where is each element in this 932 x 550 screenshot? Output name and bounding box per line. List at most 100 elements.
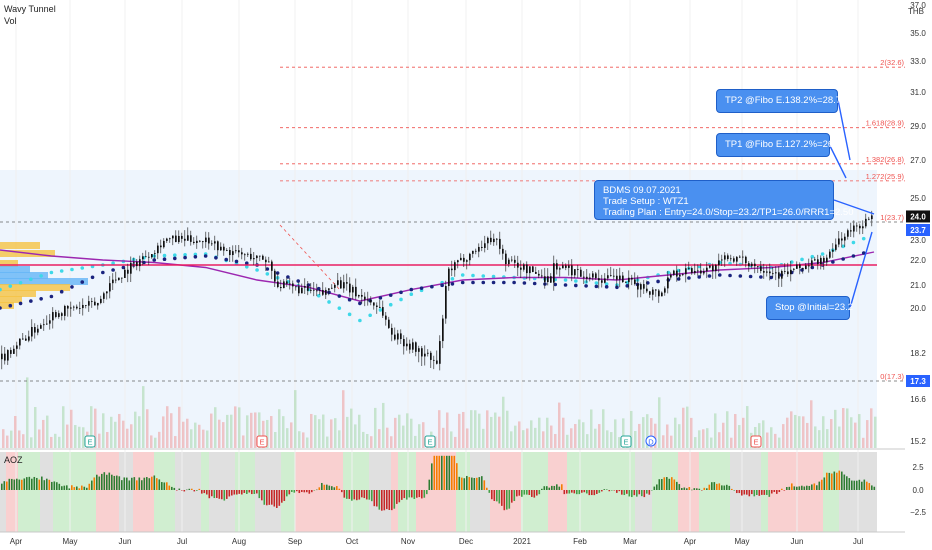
tp2-annotation[interactable]: TP2 @Fibo E.138.2%=28.75 [716, 89, 846, 113]
candle-body [526, 264, 528, 274]
aoz-histogram-bar [383, 490, 386, 511]
tp1-annotation[interactable]: TP1 @Fibo E.127.2%=26.0 [716, 133, 841, 157]
volume-bar [342, 390, 345, 448]
aoz-histogram-bar [631, 490, 633, 498]
volume-bar [802, 416, 805, 448]
aoz-band [119, 452, 133, 532]
ma-dot [810, 265, 815, 270]
volume-bar [698, 430, 701, 448]
volume-bar [498, 416, 501, 448]
candle-body [703, 271, 705, 274]
volume-bar [846, 408, 849, 448]
candle-body [199, 240, 201, 242]
earnings-marker[interactable]: E [620, 435, 632, 448]
aoz-histogram-bar [371, 490, 373, 502]
volume-bar [610, 432, 613, 448]
volume-bar [786, 417, 789, 448]
candle-body [478, 246, 480, 252]
tunnel-dot [851, 240, 856, 245]
earnings-marker[interactable]: E [256, 435, 268, 448]
aoz-histogram-bar [803, 486, 806, 490]
aoz-histogram-bar [263, 490, 266, 505]
dividend-marker[interactable]: D [645, 435, 657, 447]
aoz-histogram-bar [833, 471, 836, 490]
aoz-band [154, 452, 175, 532]
candle-body [694, 270, 696, 274]
candle-body [163, 240, 165, 248]
candle-body [415, 342, 417, 352]
aoz-histogram-bar [866, 481, 868, 490]
candle-body [535, 271, 537, 274]
candle-body [865, 218, 867, 227]
candle-body [280, 287, 282, 289]
volume-bar [46, 415, 49, 448]
stop-annotation[interactable]: Stop @Initial=23.2 [766, 296, 853, 320]
aoz-histogram-bar [573, 490, 576, 494]
volume-bar [406, 413, 409, 448]
aoz-histogram-bar [751, 490, 753, 495]
candle-body [265, 259, 267, 263]
volume-bar [546, 417, 549, 448]
volume-bar [386, 427, 389, 448]
aoz-histogram-bar [36, 477, 38, 490]
aoz-histogram-bar [336, 486, 338, 490]
ma-dot [532, 281, 537, 286]
aoz-histogram-bar [441, 455, 443, 490]
aoz-band [319, 452, 328, 532]
candle-body [286, 281, 288, 284]
volume-bar [338, 430, 341, 448]
candle-body [769, 271, 771, 274]
volume-bar [466, 428, 469, 448]
candle-body [859, 225, 861, 229]
ma-dot [399, 290, 403, 295]
aoz-histogram-bar [53, 481, 56, 490]
volume-bar [486, 410, 489, 448]
trade-setup-annotation[interactable]: BDMS 09.07.2021 Trade Setup : WTZ1 Tradi… [594, 180, 854, 220]
time-axis-label: Dec [459, 537, 473, 546]
candle-body [610, 275, 612, 277]
candle-body [25, 338, 27, 341]
aoz-histogram-bar [468, 477, 471, 490]
aoz-histogram-bar [443, 455, 446, 490]
volume-bar [854, 422, 857, 448]
aoz-histogram-bar [596, 490, 598, 494]
volume-bar [662, 435, 665, 448]
aoz-histogram-bar [551, 485, 553, 490]
aoz-histogram-bar [531, 490, 533, 497]
volume-bar [522, 430, 525, 448]
earnings-marker[interactable]: E [424, 435, 436, 448]
aoz-histogram-bar [843, 474, 846, 490]
earnings-marker[interactable]: E [84, 435, 96, 448]
aoz-histogram-bar [471, 477, 473, 490]
tunnel-dot [111, 261, 115, 266]
volume-bar [14, 415, 17, 448]
candle-body [496, 238, 498, 240]
candle-body [190, 235, 192, 242]
aoz-histogram-bar [326, 484, 328, 490]
volume-bar [598, 424, 601, 448]
earnings-marker[interactable]: E [750, 435, 762, 448]
volume-bar [710, 437, 713, 448]
candle-body [181, 235, 183, 239]
volume-bar [806, 422, 809, 448]
price-tick-label: 18.2 [910, 349, 926, 358]
aoz-histogram-bar [493, 490, 496, 502]
svg-text:E: E [753, 438, 758, 447]
aoz-histogram-bar [691, 489, 693, 491]
volume-bar [270, 416, 273, 448]
tunnel-dot [18, 280, 23, 285]
fib-level-label: 1.272(25.9) [866, 172, 905, 181]
volume-bar [286, 428, 289, 448]
aoz-histogram-bar [541, 488, 543, 490]
volume-profile-bar [0, 242, 40, 249]
aoz-histogram-bar [586, 490, 588, 494]
aoz-histogram-bar [198, 488, 201, 490]
aoz-histogram-bar [526, 490, 528, 495]
aoz-histogram-bar [373, 490, 376, 507]
candle-body [328, 288, 330, 290]
aoz-histogram-bar [791, 483, 793, 490]
aoz-histogram-bar [516, 490, 518, 497]
aoz-histogram-bar [871, 485, 873, 490]
volume-bar [314, 415, 317, 448]
